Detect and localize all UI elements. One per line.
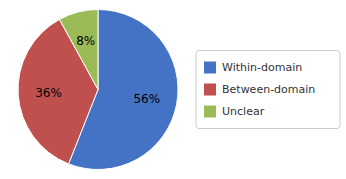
data-label: 36% <box>35 86 62 100</box>
legend-frame <box>196 51 340 129</box>
legend-swatch <box>204 106 216 118</box>
data-labels: 56% 36% 8% <box>35 34 160 105</box>
pie-slice <box>59 10 98 90</box>
legend-label: Unclear <box>222 105 265 118</box>
legend: Within-domain Between-domain Unclear <box>196 51 340 129</box>
chart-container: 56% 36% 8% Within-domain Between-domain Uncle… <box>0 0 346 179</box>
legend-swatch <box>204 62 216 74</box>
data-label: 8% <box>76 34 95 48</box>
legend-label: Between-domain <box>222 83 315 96</box>
data-label: 56% <box>133 92 160 106</box>
chart: 56% 36% 8% Within-domain Between-domain Uncle… <box>0 0 346 179</box>
pie-slice <box>18 19 98 163</box>
slices <box>18 10 178 170</box>
legend-swatch <box>204 84 216 96</box>
legend-label: Within-domain <box>222 61 302 74</box>
